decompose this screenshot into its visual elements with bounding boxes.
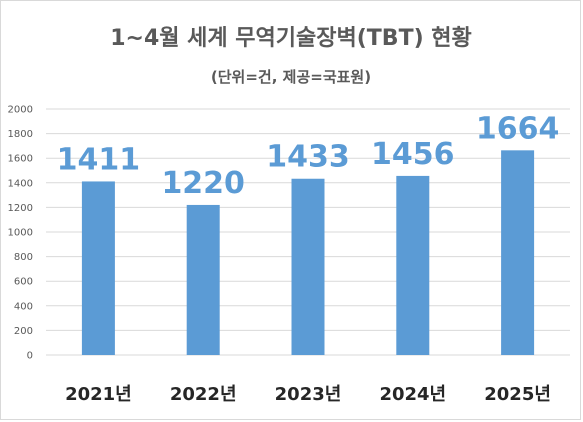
- data-label: 1411: [57, 142, 141, 177]
- x-category-label: 2021년: [65, 384, 132, 405]
- y-tick-label: 600: [14, 277, 33, 288]
- bar-2025년: [501, 150, 535, 355]
- y-tick-label: 1000: [8, 228, 33, 239]
- y-tick-label: 1200: [8, 203, 33, 214]
- x-category-label: 2022년: [170, 384, 237, 405]
- y-tick-label: 2000: [8, 105, 33, 116]
- chart-subtitle: (단위=건, 제공=국표원): [211, 68, 371, 86]
- x-category-label: 2025년: [484, 384, 551, 405]
- y-tick-label: 400: [14, 301, 33, 312]
- gridlines: [46, 108, 570, 356]
- data-labels: 1411 1220 1433 1456 1664: [57, 111, 560, 201]
- bars: [81, 150, 535, 355]
- data-label: 1220: [161, 166, 245, 201]
- y-tick-label: 200: [14, 326, 33, 337]
- data-label: 1433: [266, 140, 350, 175]
- chart-title: 1~4월 세계 무역기술장벽(TBT) 현황: [110, 26, 472, 51]
- bar-2022년: [186, 204, 220, 355]
- y-tick-label: 800: [14, 252, 33, 263]
- x-category-label: 2023년: [275, 384, 342, 405]
- y-tick-label: 0: [27, 351, 33, 362]
- y-tick-label: 1400: [8, 178, 33, 189]
- x-axis: 2021년 2022년 2023년 2024년 2025년: [65, 384, 551, 405]
- bar-2023년: [291, 178, 325, 355]
- bar-2024년: [396, 175, 430, 355]
- y-tick-label: 1600: [8, 154, 33, 165]
- y-tick-label: 1800: [8, 129, 33, 140]
- y-axis: 0 200 400 600 800 1000 1200 1400 1600 1800 2000: [8, 105, 33, 362]
- x-category-label: 2024년: [379, 384, 446, 405]
- bar-2021년: [81, 181, 115, 355]
- data-label: 1664: [476, 111, 560, 146]
- data-label: 1456: [371, 137, 455, 172]
